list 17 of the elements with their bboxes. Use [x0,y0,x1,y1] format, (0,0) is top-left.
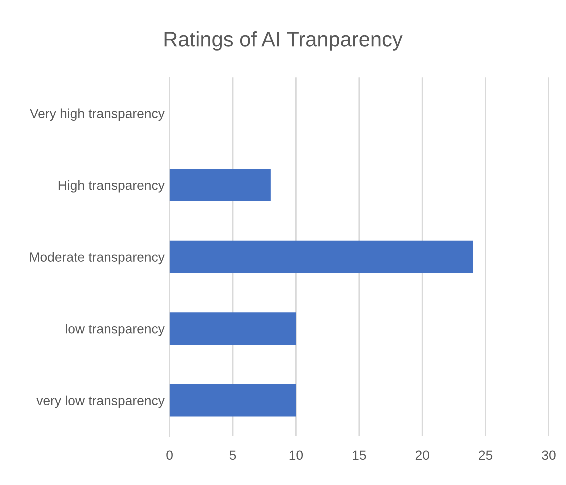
x-tick-label: 5 [230,450,236,460]
x-tick-label: 15 [353,450,366,460]
x-tick-label: 30 [542,450,556,460]
bar [170,169,271,202]
x-tick-label: 20 [416,450,430,460]
x-tick-label: 10 [290,450,304,460]
bar [170,312,296,345]
y-tick-label: High transparency [58,180,165,193]
bar [170,240,474,274]
x-tick-label: 25 [479,450,493,460]
chart-title: Ratings of AI Tranparency [164,32,403,51]
y-tick-label: low transparency [66,324,165,336]
y-tick-label: Very high transparency [30,108,165,122]
bar [170,384,296,417]
y-tick-label: Moderate transparency [30,252,165,265]
y-tick-label: very low transparency [36,396,165,408]
x-tick-label: 0 [166,450,173,460]
